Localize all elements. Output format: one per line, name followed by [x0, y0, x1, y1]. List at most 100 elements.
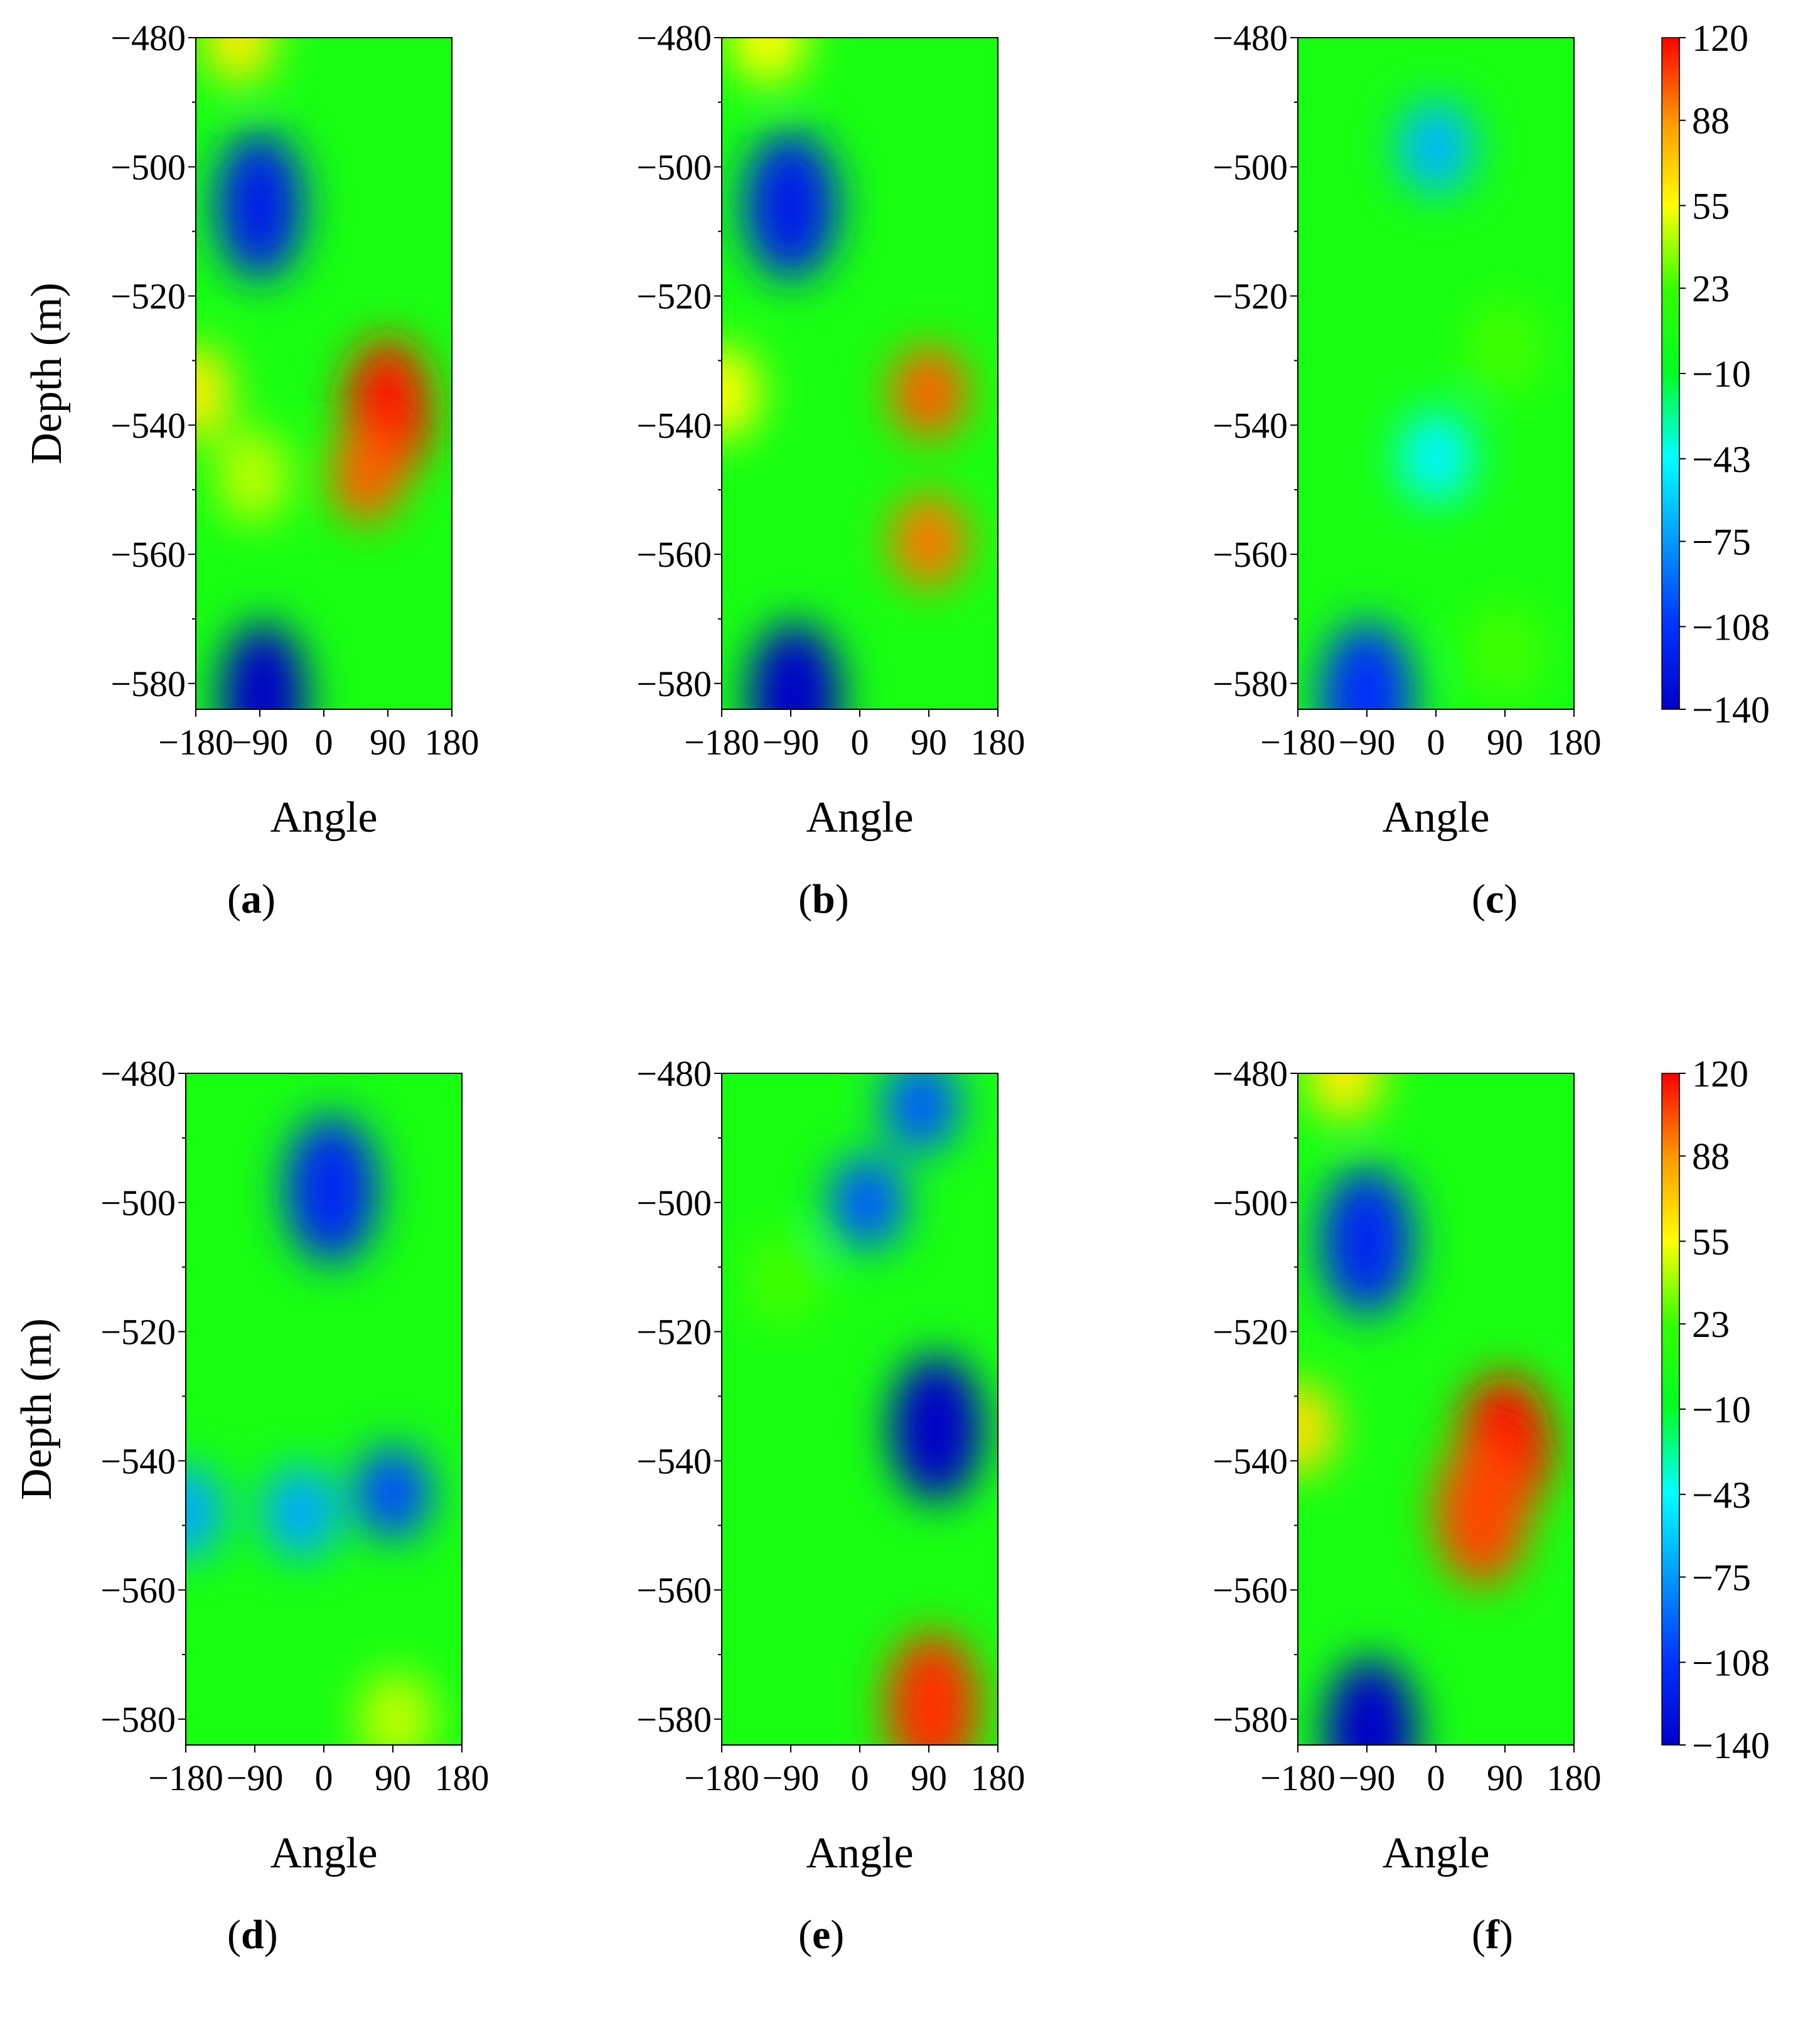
x-tick-label: 0 — [851, 722, 869, 763]
heatmap-feature — [196, 345, 232, 440]
colorbar-tick-label: −140 — [1692, 1725, 1770, 1766]
heatmap-feature — [1397, 410, 1475, 505]
heatmap-feature — [882, 1073, 960, 1153]
y-tick-label: −480 — [1212, 18, 1288, 58]
x-tick-label: −90 — [232, 722, 289, 763]
colorbar-tick-label: −75 — [1692, 1557, 1751, 1599]
colorbar-tick-label: 88 — [1692, 100, 1730, 142]
x-tick-label: −180 — [684, 1758, 759, 1798]
panel-a: −480 −500 −520 −540 −560 −580 −180−90 0 90 180 Ang… — [23, 18, 479, 842]
panel-label-c: (c) — [1472, 876, 1518, 922]
x-tick-label: 0 — [315, 722, 333, 763]
y-tick-label: −540 — [636, 405, 712, 446]
x-tick-label: −180 — [158, 722, 233, 763]
colorbar-tick-label: 23 — [1692, 268, 1730, 309]
x-axis-label: Angle — [1382, 793, 1489, 842]
x-axis-label: Angle — [270, 793, 377, 842]
colorbar-tick-label: −10 — [1692, 353, 1751, 395]
colorbar-tick-label: 23 — [1692, 1304, 1730, 1345]
heatmap-field — [1298, 1073, 1574, 1745]
colorbar-tick-label: 120 — [1692, 1053, 1748, 1095]
panel-e: −480 −500 −520 −540 −560 −580 −180 −90 0 90 180 Ang… — [636, 1053, 1025, 1877]
panel-c: −480 −500 −520 −540 −560 −580 −180 −90 0 90 180 Ang… — [1212, 18, 1601, 842]
y-tick-label: −480 — [100, 1053, 176, 1094]
x-tick-label: −90 — [763, 722, 820, 763]
y-tick-label: −520 — [636, 1312, 712, 1353]
y-tick-label: −540 — [110, 405, 186, 446]
y-tick-label: −500 — [1212, 147, 1288, 188]
y-tick-label: −560 — [100, 1570, 176, 1611]
x-tick-label: 0 — [1427, 722, 1445, 763]
heatmap-field — [1298, 38, 1574, 709]
x-tick-label: −90 — [763, 1758, 820, 1798]
y-tick-label: −480 — [110, 18, 186, 58]
heatmap-feature — [1435, 1438, 1529, 1587]
y-tick-label: −520 — [110, 276, 186, 317]
colorbar-tick-label: −75 — [1692, 522, 1751, 563]
y-tick-label: −560 — [636, 534, 712, 575]
y-tick-label: −560 — [1212, 1570, 1288, 1611]
y-tick-label: −580 — [1212, 663, 1288, 704]
x-tick-label: 180 — [435, 1758, 490, 1798]
heatmap-feature — [1298, 1381, 1337, 1476]
heatmap-feature — [202, 38, 275, 85]
colorbar-tick-label: −43 — [1692, 439, 1751, 480]
y-tick-label: −580 — [636, 1699, 712, 1740]
heatmap-feature — [722, 345, 761, 440]
y-tick-label: −540 — [1212, 405, 1288, 446]
heatmap-feature — [1324, 1658, 1418, 1745]
y-tick-label: −520 — [100, 1312, 176, 1353]
heatmap-feature — [1305, 1073, 1383, 1120]
heatmap-feature — [262, 1465, 340, 1560]
x-tick-label: 180 — [1547, 722, 1602, 763]
heatmap-feature — [744, 131, 838, 280]
y-tick-label: −500 — [110, 147, 186, 188]
heatmap-feature — [216, 131, 304, 280]
y-tick-label: −560 — [1212, 534, 1288, 575]
y-tick-label: −480 — [636, 18, 712, 58]
heatmap-feature — [220, 622, 308, 709]
x-tick-label: 180 — [425, 722, 479, 763]
panel-d: −480 −500 −520 −540 −560 −580 −180 −90 0 90 180 Ang… — [13, 1053, 490, 1877]
x-tick-label: −90 — [1339, 1758, 1396, 1798]
y-tick-label: −580 — [110, 663, 186, 704]
x-tick-label: 0 — [315, 1758, 333, 1798]
heatmap-feature — [744, 1233, 822, 1328]
x-tick-label: 0 — [851, 1758, 869, 1798]
colorbar-tick-label: −108 — [1692, 606, 1770, 648]
x-tick-label: 90 — [370, 722, 406, 763]
x-tick-label: 0 — [1427, 1758, 1445, 1798]
heatmap-field — [722, 1073, 998, 1745]
heatmap-feature — [1397, 100, 1475, 195]
x-tick-label: −180 — [684, 722, 759, 763]
y-tick-label: −540 — [636, 1441, 712, 1481]
y-tick-label: −500 — [100, 1183, 176, 1223]
x-axis-label: Angle — [806, 793, 913, 842]
y-axis-label: Depth (m) — [13, 1318, 61, 1500]
x-tick-label: −180 — [1260, 1758, 1336, 1798]
colorbar-tick-label: 55 — [1692, 186, 1730, 227]
x-tick-label: 90 — [375, 1758, 411, 1798]
x-tick-label: 90 — [911, 722, 947, 763]
x-axis-label: Angle — [1382, 1829, 1489, 1877]
colorbar-tick-label: −43 — [1692, 1474, 1751, 1516]
y-tick-label: −580 — [1212, 1699, 1288, 1740]
panel-label-f: (f) — [1472, 1912, 1513, 1958]
x-tick-label: −180 — [1260, 722, 1336, 763]
heatmap-feature — [1320, 1167, 1414, 1316]
colorbar-tick-label: 88 — [1692, 1136, 1730, 1178]
panel-label-e: (e) — [798, 1912, 845, 1958]
heatmap-field — [196, 38, 452, 709]
heatmap-feature — [890, 494, 968, 589]
x-tick-label: 90 — [911, 1758, 947, 1798]
y-tick-label: −520 — [1212, 276, 1288, 317]
x-axis-label: Angle — [806, 1829, 913, 1877]
x-tick-label: 180 — [971, 722, 1025, 763]
colorbar-gradient — [1662, 38, 1679, 709]
colorbar-tick-label: 55 — [1692, 1221, 1730, 1263]
y-tick-label: −480 — [636, 1053, 712, 1094]
colorbar: 120 88 55 23 −10 −43 −75 −108 −140 — [1661, 18, 1770, 731]
heatmap-feature — [358, 1672, 436, 1745]
y-tick-label: −520 — [636, 276, 712, 317]
